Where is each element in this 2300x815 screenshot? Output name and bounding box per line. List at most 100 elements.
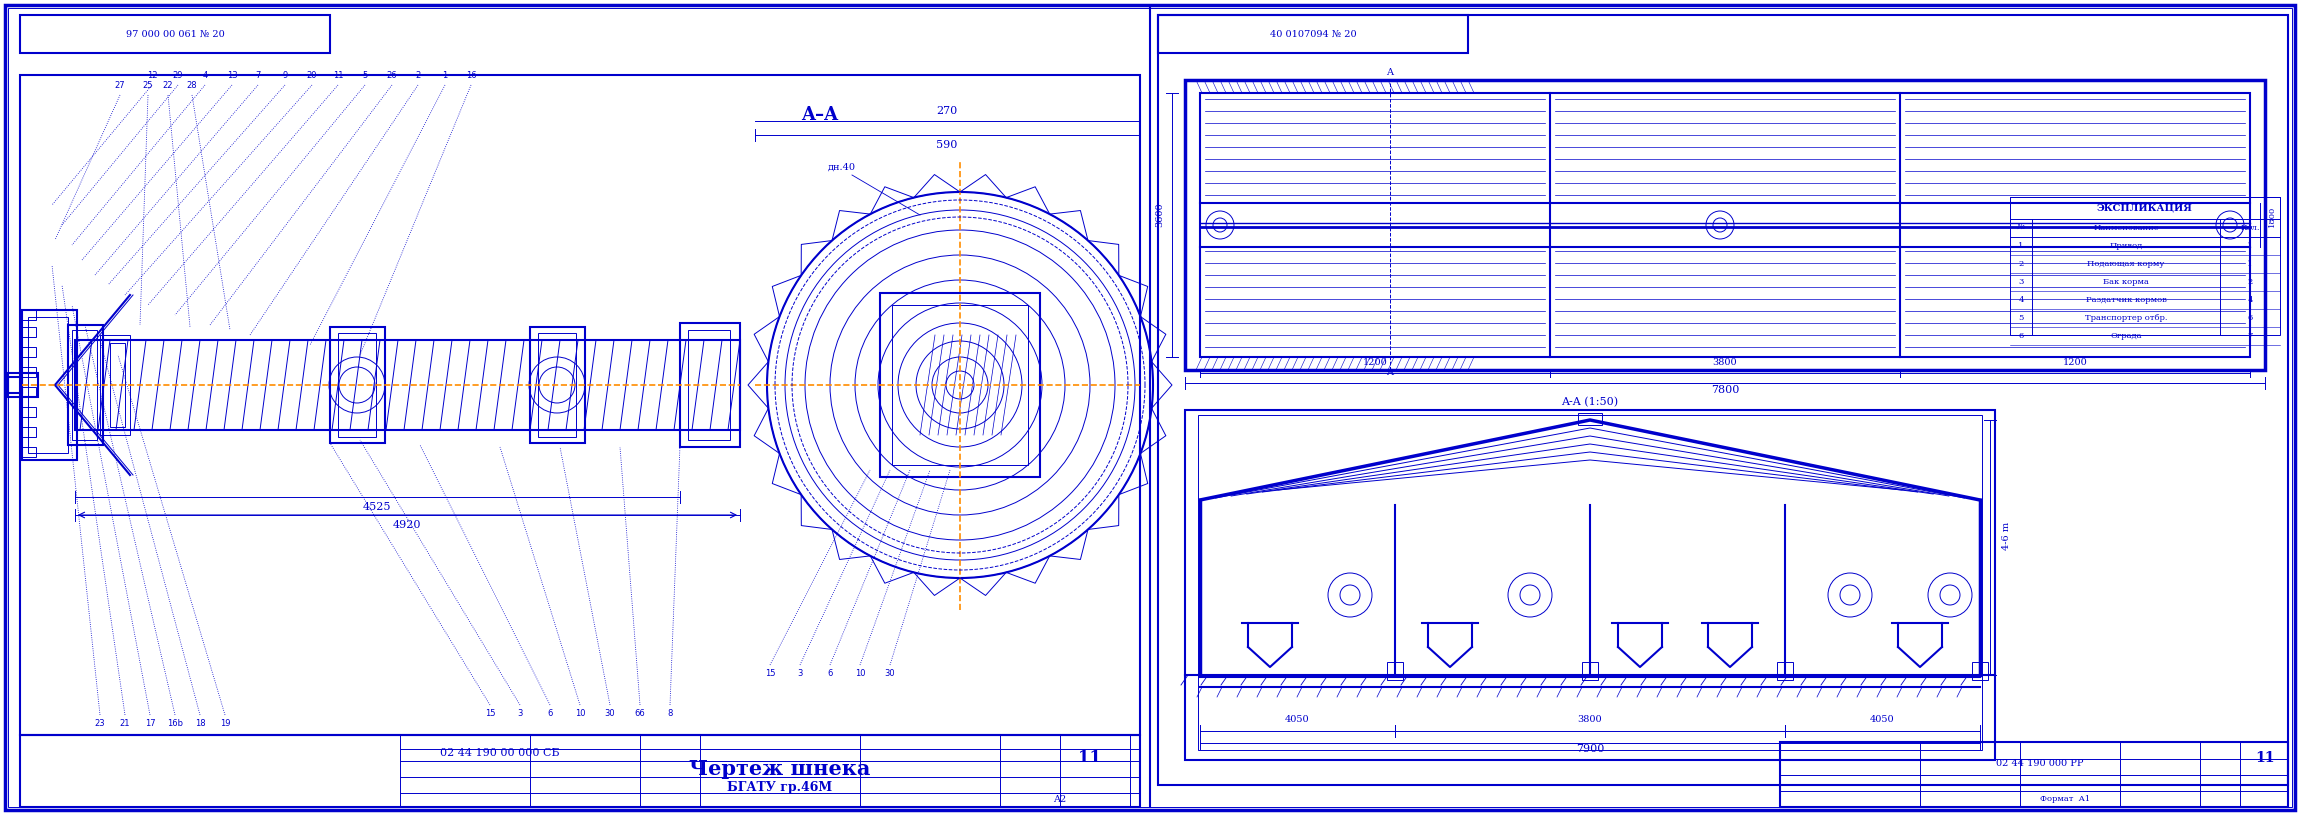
Bar — [1780, 742, 2288, 807]
Text: 15: 15 — [485, 708, 494, 717]
Text: 02 44 190 000 РР: 02 44 190 000 РР — [1996, 759, 2084, 768]
Bar — [329, 327, 384, 443]
Text: 4: 4 — [202, 72, 207, 81]
Text: 20: 20 — [306, 72, 317, 81]
Text: 4: 4 — [2247, 296, 2252, 304]
Text: Ограда: Ограда — [2111, 332, 2141, 340]
Text: 40 0107094 № 20: 40 0107094 № 20 — [1270, 29, 1357, 38]
Text: Транспортер отбр.: Транспортер отбр. — [2084, 314, 2167, 322]
Text: 7900: 7900 — [1576, 744, 1603, 754]
Bar — [69, 325, 104, 445]
Bar — [23, 387, 37, 397]
Text: 17: 17 — [145, 719, 156, 728]
Text: 12: 12 — [147, 72, 156, 81]
Text: A2: A2 — [1053, 795, 1067, 804]
Text: 10: 10 — [856, 668, 865, 677]
Bar — [1582, 662, 1598, 680]
Text: 3: 3 — [798, 668, 803, 677]
Bar — [2010, 197, 2279, 219]
Text: Бак корма: Бак корма — [2102, 278, 2148, 286]
Bar — [529, 327, 584, 443]
Bar — [892, 305, 1028, 465]
Text: 4: 4 — [2019, 296, 2024, 304]
Text: 4050: 4050 — [1870, 715, 1895, 724]
Bar — [23, 327, 37, 337]
Text: 29: 29 — [172, 72, 184, 81]
Text: A-A (1:50): A-A (1:50) — [1562, 397, 1619, 407]
Text: Привод: Привод — [2109, 242, 2144, 250]
Bar — [1778, 662, 1794, 680]
Text: 11: 11 — [1079, 748, 1102, 765]
Text: 22: 22 — [163, 82, 172, 90]
Text: A–A: A–A — [800, 106, 840, 124]
Bar — [338, 333, 375, 437]
Text: 270: 270 — [936, 106, 957, 116]
Text: 15: 15 — [764, 668, 775, 677]
Bar — [688, 330, 729, 440]
Text: 2: 2 — [2247, 278, 2252, 286]
Text: 6: 6 — [547, 708, 552, 717]
Text: 02 44 190 00 000 СБ: 02 44 190 00 000 СБ — [439, 748, 559, 758]
Text: 7: 7 — [255, 72, 260, 81]
Text: 66: 66 — [635, 708, 646, 717]
Text: 3: 3 — [2019, 278, 2024, 286]
Text: 16: 16 — [465, 72, 476, 81]
Bar — [23, 310, 37, 320]
Bar — [1184, 410, 1994, 760]
Bar — [23, 427, 37, 437]
Text: 1: 1 — [2019, 242, 2024, 250]
Text: 5: 5 — [2019, 314, 2024, 322]
Text: 11: 11 — [2256, 751, 2275, 765]
Text: 1200: 1200 — [2063, 358, 2088, 367]
Text: 590: 590 — [936, 140, 957, 150]
Text: 8: 8 — [667, 708, 672, 717]
Text: 30: 30 — [886, 668, 895, 677]
Text: 1: 1 — [2247, 260, 2252, 268]
Bar — [23, 447, 37, 457]
Text: 16b: 16b — [168, 719, 184, 728]
Text: №: № — [2017, 224, 2024, 232]
Bar — [28, 317, 69, 453]
Bar — [21, 15, 329, 53]
Text: 18: 18 — [196, 719, 205, 728]
Text: 23: 23 — [94, 719, 106, 728]
Text: 2: 2 — [2019, 260, 2024, 268]
Text: Раздатчик кормов: Раздатчик кормов — [2086, 296, 2167, 304]
Text: Чертеж шнека: Чертеж шнека — [690, 759, 872, 779]
Text: 10: 10 — [575, 708, 584, 717]
Bar — [1184, 80, 2266, 370]
Text: 9: 9 — [283, 72, 288, 81]
Text: 2: 2 — [416, 72, 421, 81]
Text: 4-6 m: 4-6 m — [2001, 522, 2010, 550]
Text: 1800: 1800 — [2268, 205, 2277, 227]
Bar — [1157, 15, 1467, 53]
Bar — [110, 343, 124, 427]
Text: 6: 6 — [2019, 332, 2024, 340]
Text: 19: 19 — [221, 719, 230, 728]
Text: 7: 7 — [2247, 332, 2252, 340]
Bar — [23, 310, 76, 460]
Text: 4050: 4050 — [1286, 715, 1309, 724]
Bar — [99, 335, 131, 435]
Bar — [23, 407, 37, 417]
Text: 21: 21 — [120, 719, 131, 728]
Bar — [1157, 15, 2288, 785]
Text: 1200: 1200 — [1362, 358, 1387, 367]
Text: Подающая корму: Подающая корму — [2088, 260, 2164, 268]
Text: 27: 27 — [115, 82, 124, 90]
Bar — [881, 293, 1040, 477]
Bar — [1971, 662, 1987, 680]
Bar — [7, 373, 39, 397]
Text: ЭКСПЛИКАЦИЯ: ЭКСПЛИКАЦИЯ — [2098, 204, 2192, 213]
Text: 28: 28 — [186, 82, 198, 90]
Bar — [71, 330, 97, 440]
Bar — [23, 347, 37, 357]
Text: 5: 5 — [363, 72, 368, 81]
Bar — [21, 75, 1141, 735]
Text: 3: 3 — [518, 708, 522, 717]
Text: 30: 30 — [605, 708, 616, 717]
Bar — [7, 377, 23, 393]
Bar — [23, 367, 37, 377]
Bar — [1578, 413, 1603, 425]
Text: 4525: 4525 — [363, 502, 391, 512]
